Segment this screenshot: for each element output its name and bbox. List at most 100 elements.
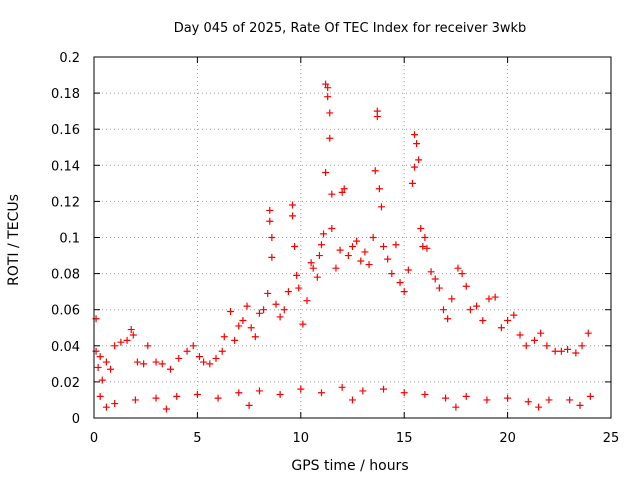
data-point <box>317 241 325 249</box>
y-tick-label: 0.18 <box>51 87 80 102</box>
data-point <box>255 309 263 317</box>
data-point <box>522 342 530 350</box>
data-point <box>435 284 443 292</box>
data-point <box>380 243 388 251</box>
data-point <box>564 345 572 353</box>
data-point <box>260 306 268 314</box>
data-point <box>307 259 315 267</box>
data-point <box>102 358 110 366</box>
y-axis-label: ROTI / TECUs <box>6 194 22 286</box>
data-point <box>231 336 239 344</box>
data-point <box>212 354 220 362</box>
y-tick-label: 0.04 <box>51 340 80 355</box>
data-point <box>392 241 400 249</box>
x-tick-label: 25 <box>603 431 620 446</box>
data-point <box>268 234 276 241</box>
data-point <box>359 387 367 395</box>
data-point <box>373 113 381 121</box>
data-point <box>291 243 299 251</box>
data-point <box>578 342 586 350</box>
data-point <box>448 295 456 303</box>
data-point <box>417 224 425 232</box>
data-point <box>193 391 201 399</box>
series-roti <box>92 80 594 413</box>
data-point <box>458 270 466 278</box>
x-tick-label: 10 <box>293 431 310 446</box>
y-tick-label: 0.14 <box>51 159 80 174</box>
data-point <box>371 167 379 175</box>
data-point <box>452 403 460 411</box>
data-point <box>133 358 141 366</box>
data-point <box>524 398 532 406</box>
data-point <box>404 266 412 274</box>
data-point <box>431 275 439 283</box>
data-point <box>162 405 170 413</box>
data-point <box>504 394 512 402</box>
data-point <box>276 391 284 399</box>
data-point <box>200 358 208 366</box>
data-point <box>243 302 251 310</box>
y-tick-label: 0.08 <box>51 268 80 283</box>
data-point <box>572 349 580 357</box>
axis-ticks: 0 5 10 15 20 25 0 0.02 0.04 0.06 0.08 0.1 0.12 0.14 0.… <box>51 51 619 446</box>
data-point <box>299 320 307 328</box>
data-point <box>530 336 538 344</box>
data-point <box>408 179 416 187</box>
data-point <box>384 255 392 263</box>
data-point <box>245 401 253 409</box>
data-point <box>255 387 263 395</box>
data-point <box>140 360 148 368</box>
data-point <box>309 264 317 272</box>
data-point <box>102 403 110 411</box>
data-point <box>183 347 191 355</box>
data-point <box>479 317 487 325</box>
data-point <box>497 324 505 332</box>
data-point <box>584 329 592 337</box>
data-point <box>111 400 119 408</box>
data-point <box>111 342 119 350</box>
data-point <box>411 131 419 139</box>
data-point <box>131 396 139 404</box>
data-point <box>338 383 346 391</box>
data-point <box>293 271 301 279</box>
data-point <box>96 392 104 400</box>
data-point <box>129 331 137 339</box>
data-point <box>462 282 470 290</box>
data-point <box>313 273 321 281</box>
data-point <box>96 353 104 361</box>
data-point <box>251 333 259 341</box>
data-point <box>537 329 545 337</box>
data-point <box>349 396 356 404</box>
x-tick-label: 15 <box>396 431 413 446</box>
data-point <box>272 300 280 308</box>
data-point <box>328 190 336 198</box>
data-point <box>473 302 481 310</box>
chart-title: Day 045 of 2025, Rate Of TEC Index for r… <box>174 21 527 36</box>
data-point <box>214 394 222 402</box>
x-tick-label: 20 <box>499 431 516 446</box>
data-point <box>485 295 493 303</box>
data-point <box>326 109 334 117</box>
data-point <box>336 246 344 254</box>
data-point <box>396 279 404 287</box>
data-point <box>421 391 429 399</box>
data-point <box>266 206 274 214</box>
data-point <box>535 403 543 411</box>
data-point <box>276 313 284 321</box>
data-point <box>189 342 197 350</box>
data-point <box>123 336 131 344</box>
data-point <box>353 237 361 245</box>
data-point <box>483 396 491 404</box>
data-point <box>152 394 160 402</box>
data-point <box>375 185 383 193</box>
data-point <box>264 289 272 297</box>
data-point <box>349 243 356 251</box>
data-point <box>365 261 373 269</box>
data-point <box>195 353 203 361</box>
data-point <box>175 354 183 362</box>
data-point <box>545 396 553 404</box>
data-point <box>107 365 115 373</box>
y-tick-label: 0.12 <box>51 195 80 210</box>
